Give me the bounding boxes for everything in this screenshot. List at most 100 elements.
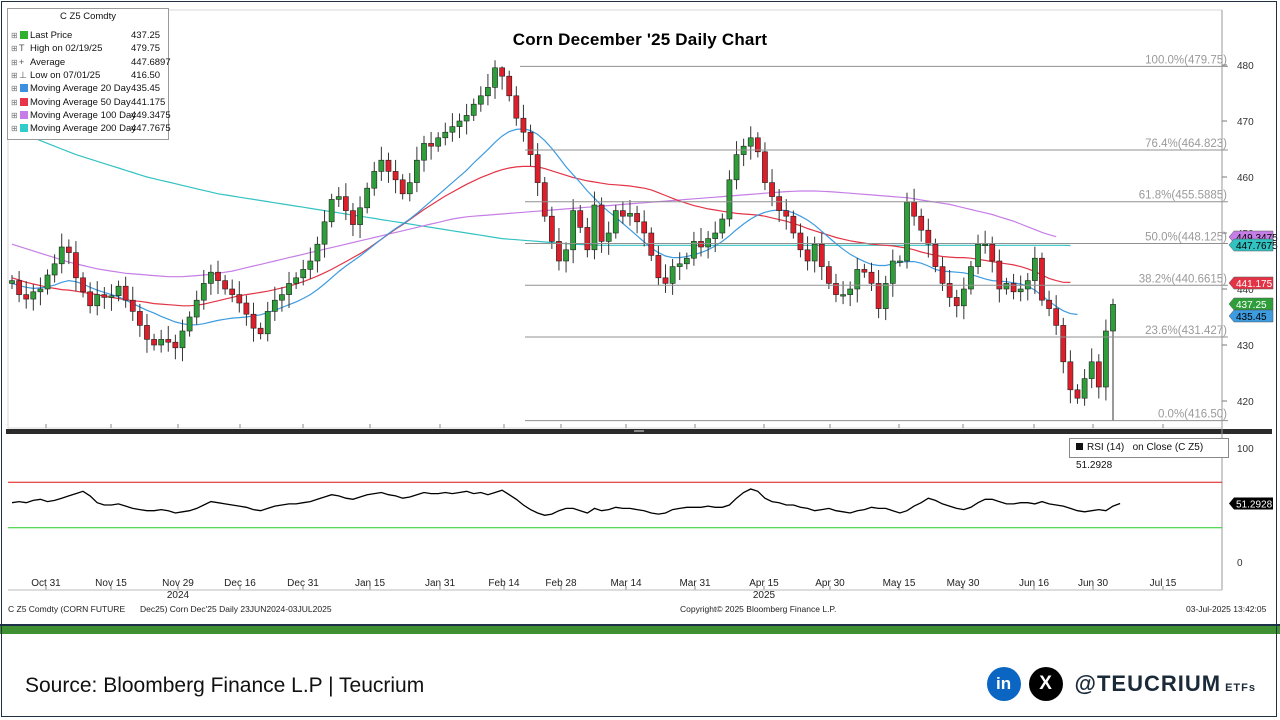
candle <box>691 231 697 266</box>
candle <box>314 236 321 273</box>
candle-body <box>548 215 555 242</box>
legend-swatch <box>20 124 28 133</box>
legend-label: Moving Average 100 Day <box>30 109 136 121</box>
price-tag-bg <box>1228 297 1274 311</box>
legend-expand-icon[interactable]: ⊞ <box>11 44 18 54</box>
candle-body <box>747 137 754 147</box>
candle <box>882 275 889 321</box>
price-tag-bg <box>1228 238 1274 252</box>
candle-body <box>719 218 726 234</box>
year-label: 2024 <box>167 590 190 601</box>
candle <box>584 217 591 258</box>
candle-body <box>65 246 72 253</box>
candle-body <box>783 210 790 217</box>
candle <box>186 311 193 337</box>
candle <box>371 161 378 196</box>
candle-body <box>23 294 30 300</box>
brand-suffix: ETFs <box>1225 682 1256 694</box>
candle <box>442 122 449 146</box>
fib-label: 38.2%(440.6615) <box>1139 273 1227 285</box>
legend-label: Moving Average 200 Day <box>30 123 136 135</box>
candle <box>477 86 484 112</box>
candle <box>236 281 243 313</box>
ma200-line <box>11 128 1071 247</box>
candle-body <box>698 241 704 248</box>
candle <box>406 173 413 202</box>
candle <box>534 143 541 197</box>
candle <box>577 205 584 233</box>
candle <box>1103 319 1109 401</box>
legend-value: 449.3475 <box>131 109 171 121</box>
price-tag-label: 437.25 <box>1236 300 1267 311</box>
candle-body <box>208 271 214 284</box>
candle <box>939 257 946 291</box>
candle-body <box>456 120 463 127</box>
legend-expand-icon[interactable]: ⊞ <box>11 124 18 134</box>
footer-security: C Z5 Comdty (CORN FUTURE <box>8 604 126 614</box>
legend-expand-icon[interactable]: ⊞ <box>11 70 18 80</box>
x-icon[interactable]: X <box>1028 667 1063 701</box>
candle <box>58 233 65 274</box>
candle-body <box>442 131 449 139</box>
candle-body <box>51 263 58 276</box>
legend-marker-icon: ⊥ <box>19 69 27 80</box>
candle-body <box>591 204 598 251</box>
candle <box>101 287 108 309</box>
year-label: 2025 <box>753 590 776 601</box>
legend-row: ⊞ T High on 02/19/25 479.75 <box>8 42 168 55</box>
candle <box>641 210 648 247</box>
candle-body <box>1003 283 1010 290</box>
candle-body <box>435 137 442 147</box>
candle-body <box>712 232 719 239</box>
candle-body <box>165 339 172 343</box>
candle <box>1017 275 1024 302</box>
candle-body <box>179 330 186 349</box>
candle-body <box>1032 257 1038 281</box>
candle-body <box>662 277 669 284</box>
candle <box>286 271 292 309</box>
candle <box>179 319 186 362</box>
x-tick-label: May 30 <box>947 578 980 589</box>
fib-label: 61.8%(455.5885) <box>1139 190 1227 202</box>
rsi-swatch <box>1076 443 1083 450</box>
candle <box>520 104 527 142</box>
legend-marker-icon: + <box>19 56 25 67</box>
candle <box>350 203 356 237</box>
footer-copyright: Copyright© 2025 Bloomberg Finance L.P. <box>680 604 837 614</box>
candle <box>811 236 818 273</box>
candle <box>513 86 520 126</box>
candle-body <box>385 159 392 172</box>
candle <box>65 239 72 265</box>
price-tag: 435.45 <box>1228 309 1274 323</box>
x-tick-label: Dec 16 <box>224 578 256 589</box>
rsi-on-close: on Close (C Z5) <box>1132 442 1204 453</box>
x-tick-label: May 15 <box>883 578 916 589</box>
candle <box>250 302 257 342</box>
legend-expand-icon[interactable]: ⊞ <box>11 110 18 120</box>
candle-body <box>840 294 846 297</box>
candle-body <box>137 311 143 326</box>
candle-body <box>911 201 917 217</box>
linkedin-icon[interactable]: in <box>986 667 1021 701</box>
legend-value: 447.6897 <box>131 56 171 68</box>
legend-expand-icon[interactable]: ⊞ <box>11 31 18 40</box>
candle-body <box>1081 378 1088 399</box>
candle-body <box>222 280 228 290</box>
candle <box>527 124 534 167</box>
legend-expand-icon[interactable]: ⊞ <box>11 57 18 67</box>
candle-body <box>115 285 122 297</box>
x-tick-label: Feb 28 <box>545 578 577 589</box>
candle <box>1095 354 1102 399</box>
candle <box>80 272 86 298</box>
legend-expand-icon[interactable]: ⊞ <box>11 84 18 94</box>
footer-band <box>0 626 1280 634</box>
brand-handle[interactable]: @TEUCRIUM <box>1074 671 1222 696</box>
candle-body <box>1017 288 1024 293</box>
candle <box>193 290 200 325</box>
legend-expand-icon[interactable]: ⊞ <box>11 97 18 107</box>
candle <box>16 271 22 303</box>
candle-body <box>527 131 534 155</box>
candle-body <box>833 283 839 295</box>
candle-body <box>371 171 378 189</box>
candle <box>1039 252 1045 306</box>
